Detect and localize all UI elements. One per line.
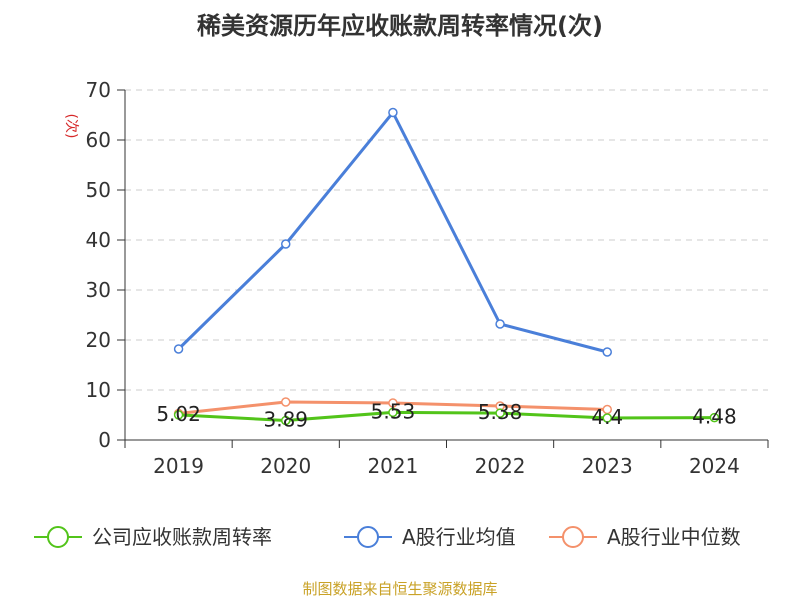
y-tick-label-0: 0 (98, 428, 111, 452)
data-label-2024: 4.48 (692, 405, 737, 429)
legend-label-2: A股行业中位数 (607, 525, 741, 549)
y-tick-label-20: 20 (86, 328, 111, 352)
data-label-2022: 5.38 (478, 400, 523, 424)
y-tick-labels: 0 10 20 30 40 50 60 70 (86, 78, 111, 452)
series-2-point-2020 (281, 397, 291, 407)
legend-marker-1 (357, 526, 379, 548)
data-labels: 5.02 3.89 5.53 5.38 4.4 4.48 (156, 399, 736, 431)
series-0-point-2019 (173, 410, 184, 420)
series-0-point-2024 (709, 412, 720, 423)
y-tick-label-60: 60 (86, 128, 111, 152)
series-2-point-2021 (388, 398, 398, 408)
series-0-point-2021 (388, 407, 398, 418)
series-1-point-2019 (173, 344, 184, 354)
x-tick-label-2023: 2023 (582, 454, 633, 478)
data-label-2019: 5.02 (156, 402, 201, 426)
y-tick-label-30: 30 (86, 278, 111, 302)
y-tick-label-10: 10 (86, 378, 111, 402)
x-tick-label-2021: 2021 (367, 454, 418, 478)
y-tick-label-40: 40 (86, 228, 111, 252)
data-label-2021: 5.53 (371, 399, 416, 423)
data-label-2023: 4.4 (591, 405, 623, 429)
x-tick-label-2019: 2019 (153, 454, 204, 478)
x-tick-label-2024: 2024 (689, 454, 740, 478)
gridlines (125, 89, 768, 391)
series-1-point-2020 (281, 239, 291, 249)
x-tick-label-2022: 2022 (475, 454, 526, 478)
series-line-1 (177, 111, 608, 354)
y-tick-label-50: 50 (86, 178, 111, 202)
axes (117, 89, 769, 448)
series-0-point-2023 (602, 413, 612, 423)
chart-title: 稀美资源历年应收账款周转率情况(次) (197, 12, 603, 40)
series-0-point-2022 (495, 408, 505, 418)
data-label-2020: 3.89 (263, 408, 308, 432)
source-note: 制图数据来自恒生聚源数据库 (302, 580, 497, 598)
legend-marker-0 (47, 526, 69, 548)
x-tick-label-2020: 2020 (260, 454, 311, 478)
series-group (173, 107, 720, 426)
legend-label-0: 公司应收账款周转率 (92, 525, 272, 549)
series-1-point-2022 (495, 319, 505, 329)
series-line-0 (178, 410, 715, 423)
legend-marker-2 (562, 526, 584, 548)
series-0-point-2020 (281, 415, 291, 426)
series-1-point-2021 (388, 107, 398, 118)
y-axis-label: (次) (63, 114, 79, 139)
legend: 公司应收账款周转率 A股行业均值 A股行业中位数 (34, 525, 741, 549)
legend-label-1: A股行业均值 (402, 525, 516, 549)
x-tick-labels: 2019 2020 2021 2022 2023 2024 (153, 454, 740, 478)
y-tick-label-70: 70 (86, 78, 111, 102)
series-1-point-2023 (602, 347, 612, 357)
